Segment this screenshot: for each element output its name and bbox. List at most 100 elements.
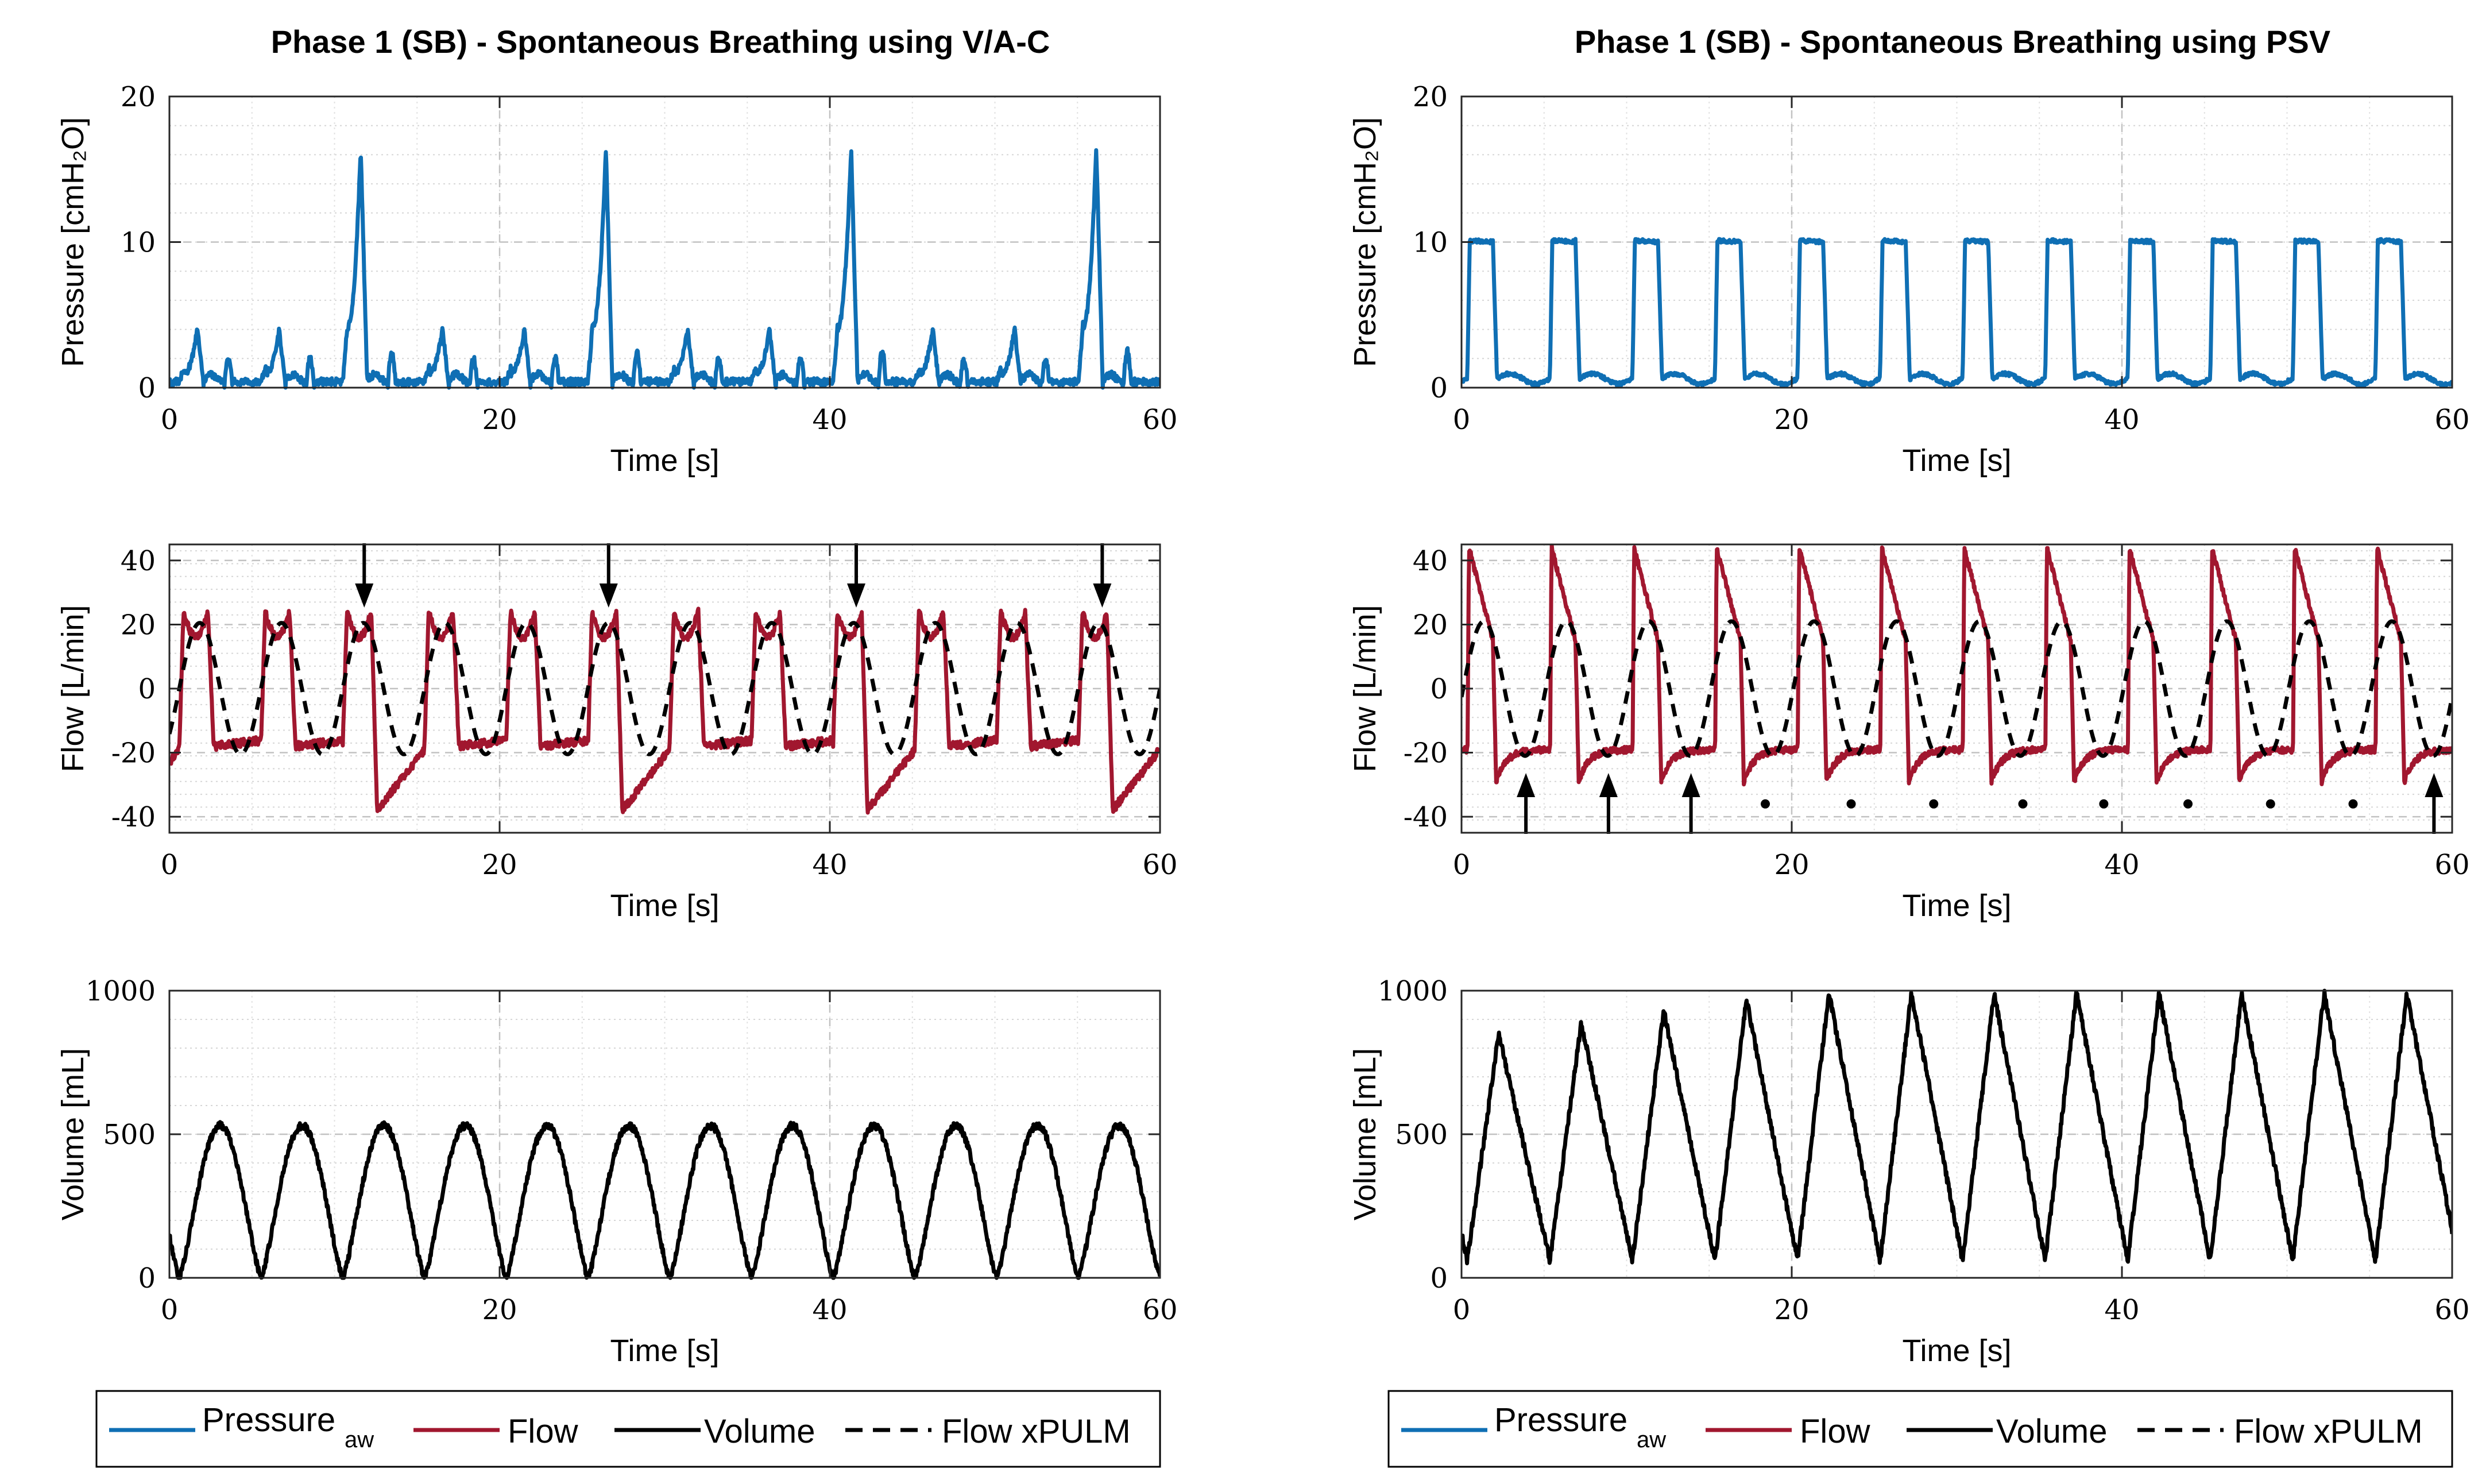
y-axis-label: Volume [mL] <box>56 1048 90 1220</box>
series-flow-xpulm <box>169 621 1160 756</box>
x-tick-label: 40 <box>812 404 847 436</box>
x-tick-label: 60 <box>1142 404 1177 436</box>
series-volume <box>169 1120 1160 1280</box>
x-tick-label: 40 <box>2104 849 2139 881</box>
legend-xpulm-label: Flow xPULM <box>942 1413 1131 1450</box>
x-tick-label: 20 <box>1774 404 1809 436</box>
legend-psv: Pressure aw Flow Volume Flow xPULM <box>1387 1390 2453 1468</box>
x-tick-label: 20 <box>482 404 517 436</box>
y-tick-label: 20 <box>121 81 156 113</box>
legend-volume-label: Volume <box>704 1413 815 1450</box>
y-tick-label: 1000 <box>1378 975 1448 1007</box>
series-flow-xpulm <box>1462 619 2452 758</box>
y-tick-label: 0 <box>1430 673 1448 705</box>
y-tick-label: 40 <box>1413 545 1448 577</box>
y-tick-label: 10 <box>1413 227 1448 259</box>
y-tick-label: 500 <box>103 1119 156 1151</box>
legend-pressure-sub: aw <box>345 1427 374 1452</box>
y-tick-label: 0 <box>138 1262 156 1294</box>
chart-vac-volume: 0 20 40 60 0 500 1000 Time [s] Volume [mL] <box>56 975 1178 1368</box>
chart-psv-pressure: 0 20 40 60 0 10 20 Time [s] Pressure [cmH₂O] <box>1348 81 2470 478</box>
x-tick-label: 20 <box>482 1294 517 1326</box>
series-volume <box>1462 988 2452 1266</box>
series-flow <box>169 606 1160 815</box>
x-axis-label: Time [s] <box>610 443 719 478</box>
legend-volume-label: Volume <box>1996 1413 2107 1450</box>
x-tick-label: 0 <box>1453 1294 1471 1326</box>
y-tick-label: 20 <box>121 609 156 641</box>
y-tick-label: 20 <box>1413 609 1448 641</box>
y-axis-label: Pressure [cmH₂O] <box>1348 117 1382 367</box>
x-tick-label: 60 <box>2434 1294 2469 1326</box>
series-pressure-aw <box>169 148 1160 390</box>
legend-pressure-label: Pressure <box>202 1401 335 1439</box>
x-axis-label: Time [s] <box>610 888 719 923</box>
title-psv: Phase 1 (SB) - Spontaneous Breathing usi… <box>1575 24 2330 60</box>
marker-dot <box>2348 799 2358 809</box>
legend-xpulm-label: Flow xPULM <box>2234 1413 2423 1450</box>
x-tick-label: 0 <box>1453 404 1471 436</box>
x-tick-label: 40 <box>812 1294 847 1326</box>
arrow-head <box>1599 773 1618 797</box>
arrow-head <box>2425 773 2444 797</box>
y-axis-label: Flow [L/min] <box>1348 605 1382 772</box>
chart-vac-flow: 0 20 40 60 -40 -20 0 20 40 Time [s] Flow [L/min] <box>56 543 1178 923</box>
x-tick-label: 60 <box>2434 849 2469 881</box>
y-tick-label: -20 <box>111 737 156 770</box>
x-tick-label: 0 <box>161 404 179 436</box>
marker-dot <box>2183 799 2193 809</box>
legend-pressure-sub: aw <box>1637 1427 1666 1452</box>
y-tick-label: 0 <box>1430 372 1448 404</box>
marker-dot <box>2018 799 2028 809</box>
y-axis-label: Volume [mL] <box>1348 1048 1382 1220</box>
arrow-head <box>1681 773 1700 797</box>
x-axis-label: Time [s] <box>610 1334 719 1368</box>
marker-dot <box>1846 799 1856 809</box>
x-tick-label: 40 <box>812 849 847 881</box>
title-vac: Phase 1 (SB) - Spontaneous Breathing usi… <box>271 24 1050 60</box>
y-tick-label: -40 <box>111 801 156 833</box>
arrow-head <box>599 583 618 608</box>
x-axis-label: Time [s] <box>1902 888 2011 923</box>
x-axis-label: Time [s] <box>1902 1334 2011 1368</box>
y-axis-label: Pressure [cmH₂O] <box>56 117 90 367</box>
x-tick-label: 40 <box>2104 1294 2139 1326</box>
legend-flow-label: Flow <box>1800 1413 1871 1450</box>
chart-psv-volume: 0 20 40 60 0 500 1000 Time [s] Volume [mL] <box>1348 975 2470 1368</box>
y-axis-label: Flow [L/min] <box>56 605 90 772</box>
marker-dot <box>2265 799 2275 809</box>
legend-pressure-label: Pressure <box>1494 1401 1627 1439</box>
series-pressure-aw <box>1462 237 2452 388</box>
x-tick-label: 60 <box>1142 1294 1177 1326</box>
chart-vac-pressure: 0 20 40 60 0 10 20 Time [s] Pressure [cmH₂O] <box>56 81 1178 478</box>
y-tick-label: 20 <box>1413 81 1448 113</box>
legend-vac: Pressure aw Flow Volume Flow xPULM <box>95 1390 1161 1468</box>
y-tick-label: 40 <box>121 545 156 577</box>
y-tick-label: -40 <box>1404 801 1448 833</box>
x-tick-label: 20 <box>482 849 517 881</box>
x-tick-label: 40 <box>2104 404 2139 436</box>
y-tick-label: 500 <box>1395 1119 1448 1151</box>
y-tick-label: 0 <box>138 372 156 404</box>
y-tick-label: 0 <box>1430 1262 1448 1294</box>
x-axis-label: Time [s] <box>1902 443 2011 478</box>
y-tick-label: 1000 <box>86 975 156 1007</box>
x-tick-label: 0 <box>1453 849 1471 881</box>
x-tick-label: 60 <box>2434 404 2469 436</box>
arrow-head <box>355 583 374 608</box>
y-tick-label: 10 <box>121 227 156 259</box>
marker-dot <box>1929 799 1939 809</box>
legend-flow-label: Flow <box>508 1413 579 1450</box>
y-tick-label: 0 <box>138 673 156 705</box>
series-flow <box>1462 543 2452 787</box>
arrow-head <box>1517 773 1536 797</box>
arrow-head <box>1093 583 1112 608</box>
x-tick-label: 60 <box>1142 849 1177 881</box>
x-tick-label: 20 <box>1774 849 1809 881</box>
marker-dot <box>2099 799 2109 809</box>
marker-dot <box>1761 799 1770 809</box>
arrow-head <box>847 583 865 608</box>
x-tick-label: 20 <box>1774 1294 1809 1326</box>
y-tick-label: -20 <box>1404 737 1448 770</box>
